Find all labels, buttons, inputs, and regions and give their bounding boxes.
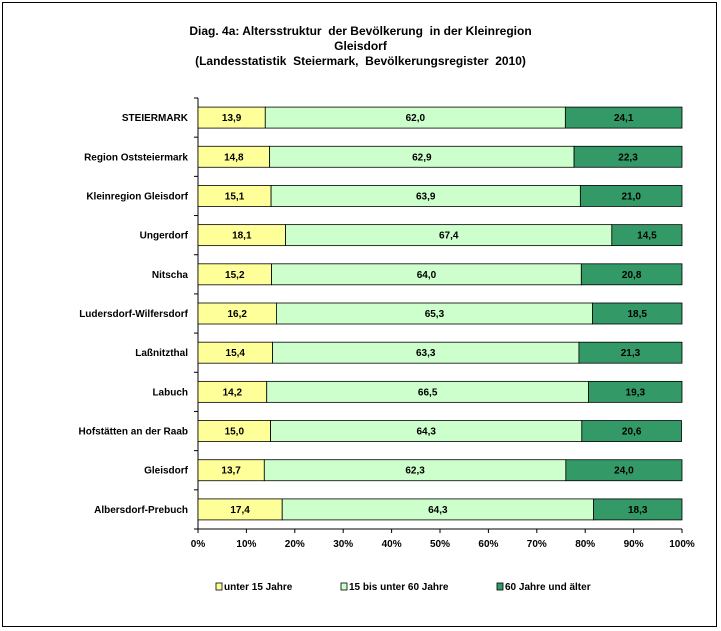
bar-value-label: 15,0 xyxy=(225,427,245,438)
x-tick-label: 70% xyxy=(527,539,547,550)
chart-title: Diag. 4a: Altersstruktur der Bevölkerung… xyxy=(0,24,721,69)
bar-value-label: 17,4 xyxy=(230,505,250,516)
bar-value-label: 66,5 xyxy=(418,387,438,398)
x-tick-label: 40% xyxy=(382,539,402,550)
bar-value-label: 14,8 xyxy=(224,152,244,163)
bar-value-label: 63,3 xyxy=(416,348,436,359)
legend-label: 60 Jahre und älter xyxy=(505,582,591,593)
x-tick-label: 30% xyxy=(333,539,353,550)
bar-value-label: 20,6 xyxy=(622,427,642,438)
category-label: Albersdorf-Prebuch xyxy=(94,505,188,516)
bar-segment xyxy=(593,498,683,521)
bar-value-label: 14,5 xyxy=(637,231,657,242)
bar-value-label: 13,9 xyxy=(222,113,242,124)
category-label: Labuch xyxy=(152,387,188,398)
legend-swatch xyxy=(340,582,348,591)
legend-label: unter 15 Jahre xyxy=(224,582,293,593)
chart-title-line-3: (Landesstatistik Steiermark, Bevölkerung… xyxy=(195,54,526,68)
category-label: Gleisdorf xyxy=(144,466,189,477)
chart-title-line-2: Gleisdorf xyxy=(334,39,387,53)
bar-value-label: 64,3 xyxy=(416,427,436,438)
bar-value-label: 67,4 xyxy=(439,231,459,242)
bar-segment xyxy=(580,263,683,286)
bar-value-label: 64,0 xyxy=(417,270,437,281)
bar-value-label: 15,2 xyxy=(225,270,245,281)
bar-value-label: 20,8 xyxy=(622,270,642,281)
bar-segment xyxy=(579,185,683,207)
bar-value-label: 21,0 xyxy=(621,191,641,202)
legend-label: 15 bis unter 60 Jahre xyxy=(349,582,449,593)
bar-segment xyxy=(588,380,683,403)
x-tick-label: 50% xyxy=(430,539,450,550)
legend-swatch xyxy=(215,582,223,591)
bar-value-label: 14,2 xyxy=(223,387,243,398)
bar-value-label: 18,1 xyxy=(232,231,252,242)
category-label: Laßnitzthal xyxy=(135,348,188,359)
bar-value-label: 15,4 xyxy=(226,348,246,359)
x-tick-label: 100% xyxy=(669,539,695,550)
bar-value-label: 18,3 xyxy=(628,505,648,516)
x-tick-label: 60% xyxy=(478,539,498,550)
bar-value-label: 63,9 xyxy=(416,191,436,202)
bar-value-label: 62,0 xyxy=(406,113,426,124)
bar-value-label: 24,1 xyxy=(614,113,634,124)
category-label: Ungerdorf xyxy=(140,231,189,242)
x-tick-label: 10% xyxy=(236,539,256,550)
x-tick-label: 90% xyxy=(624,539,644,550)
category-label: Ludersdorf-Wilfersdorf xyxy=(79,309,188,320)
bar-value-label: 65,3 xyxy=(425,309,445,320)
chart-title-line-1: Diag. 4a: Altersstruktur der Bevölkerung… xyxy=(189,24,532,38)
x-tick-label: 80% xyxy=(575,539,595,550)
category-label: Kleinregion Gleisdorf xyxy=(86,191,188,202)
bar-segment xyxy=(592,302,683,325)
category-label: Nitscha xyxy=(152,270,189,281)
bar-value-label: 13,7 xyxy=(221,466,241,477)
bar-segment xyxy=(578,341,683,364)
bar-value-label: 62,9 xyxy=(412,152,432,163)
bar-value-label: 24,0 xyxy=(614,466,634,477)
bar-segment xyxy=(573,145,683,168)
bar-segment xyxy=(581,420,682,442)
bar-value-label: 64,3 xyxy=(428,505,448,516)
bar-value-label: 15,1 xyxy=(225,191,245,202)
bar-value-label: 18,5 xyxy=(627,309,647,320)
bar-segment xyxy=(611,224,683,247)
bar-value-label: 16,2 xyxy=(227,309,247,320)
bar-value-label: 22,3 xyxy=(618,152,638,163)
bar-value-label: 21,3 xyxy=(621,348,641,359)
bar-segment xyxy=(565,459,683,482)
category-label: STEIERMARK xyxy=(122,113,189,124)
category-label: Region Oststeiermark xyxy=(84,152,188,163)
category-label: Hofstätten an der Raab xyxy=(79,427,188,438)
x-tick-label: 0% xyxy=(191,539,206,550)
bar-value-label: 62,3 xyxy=(405,466,425,477)
bar-value-label: 19,3 xyxy=(626,387,646,398)
x-tick-label: 20% xyxy=(285,539,305,550)
legend-swatch xyxy=(496,582,504,591)
bar-segment xyxy=(564,106,683,129)
